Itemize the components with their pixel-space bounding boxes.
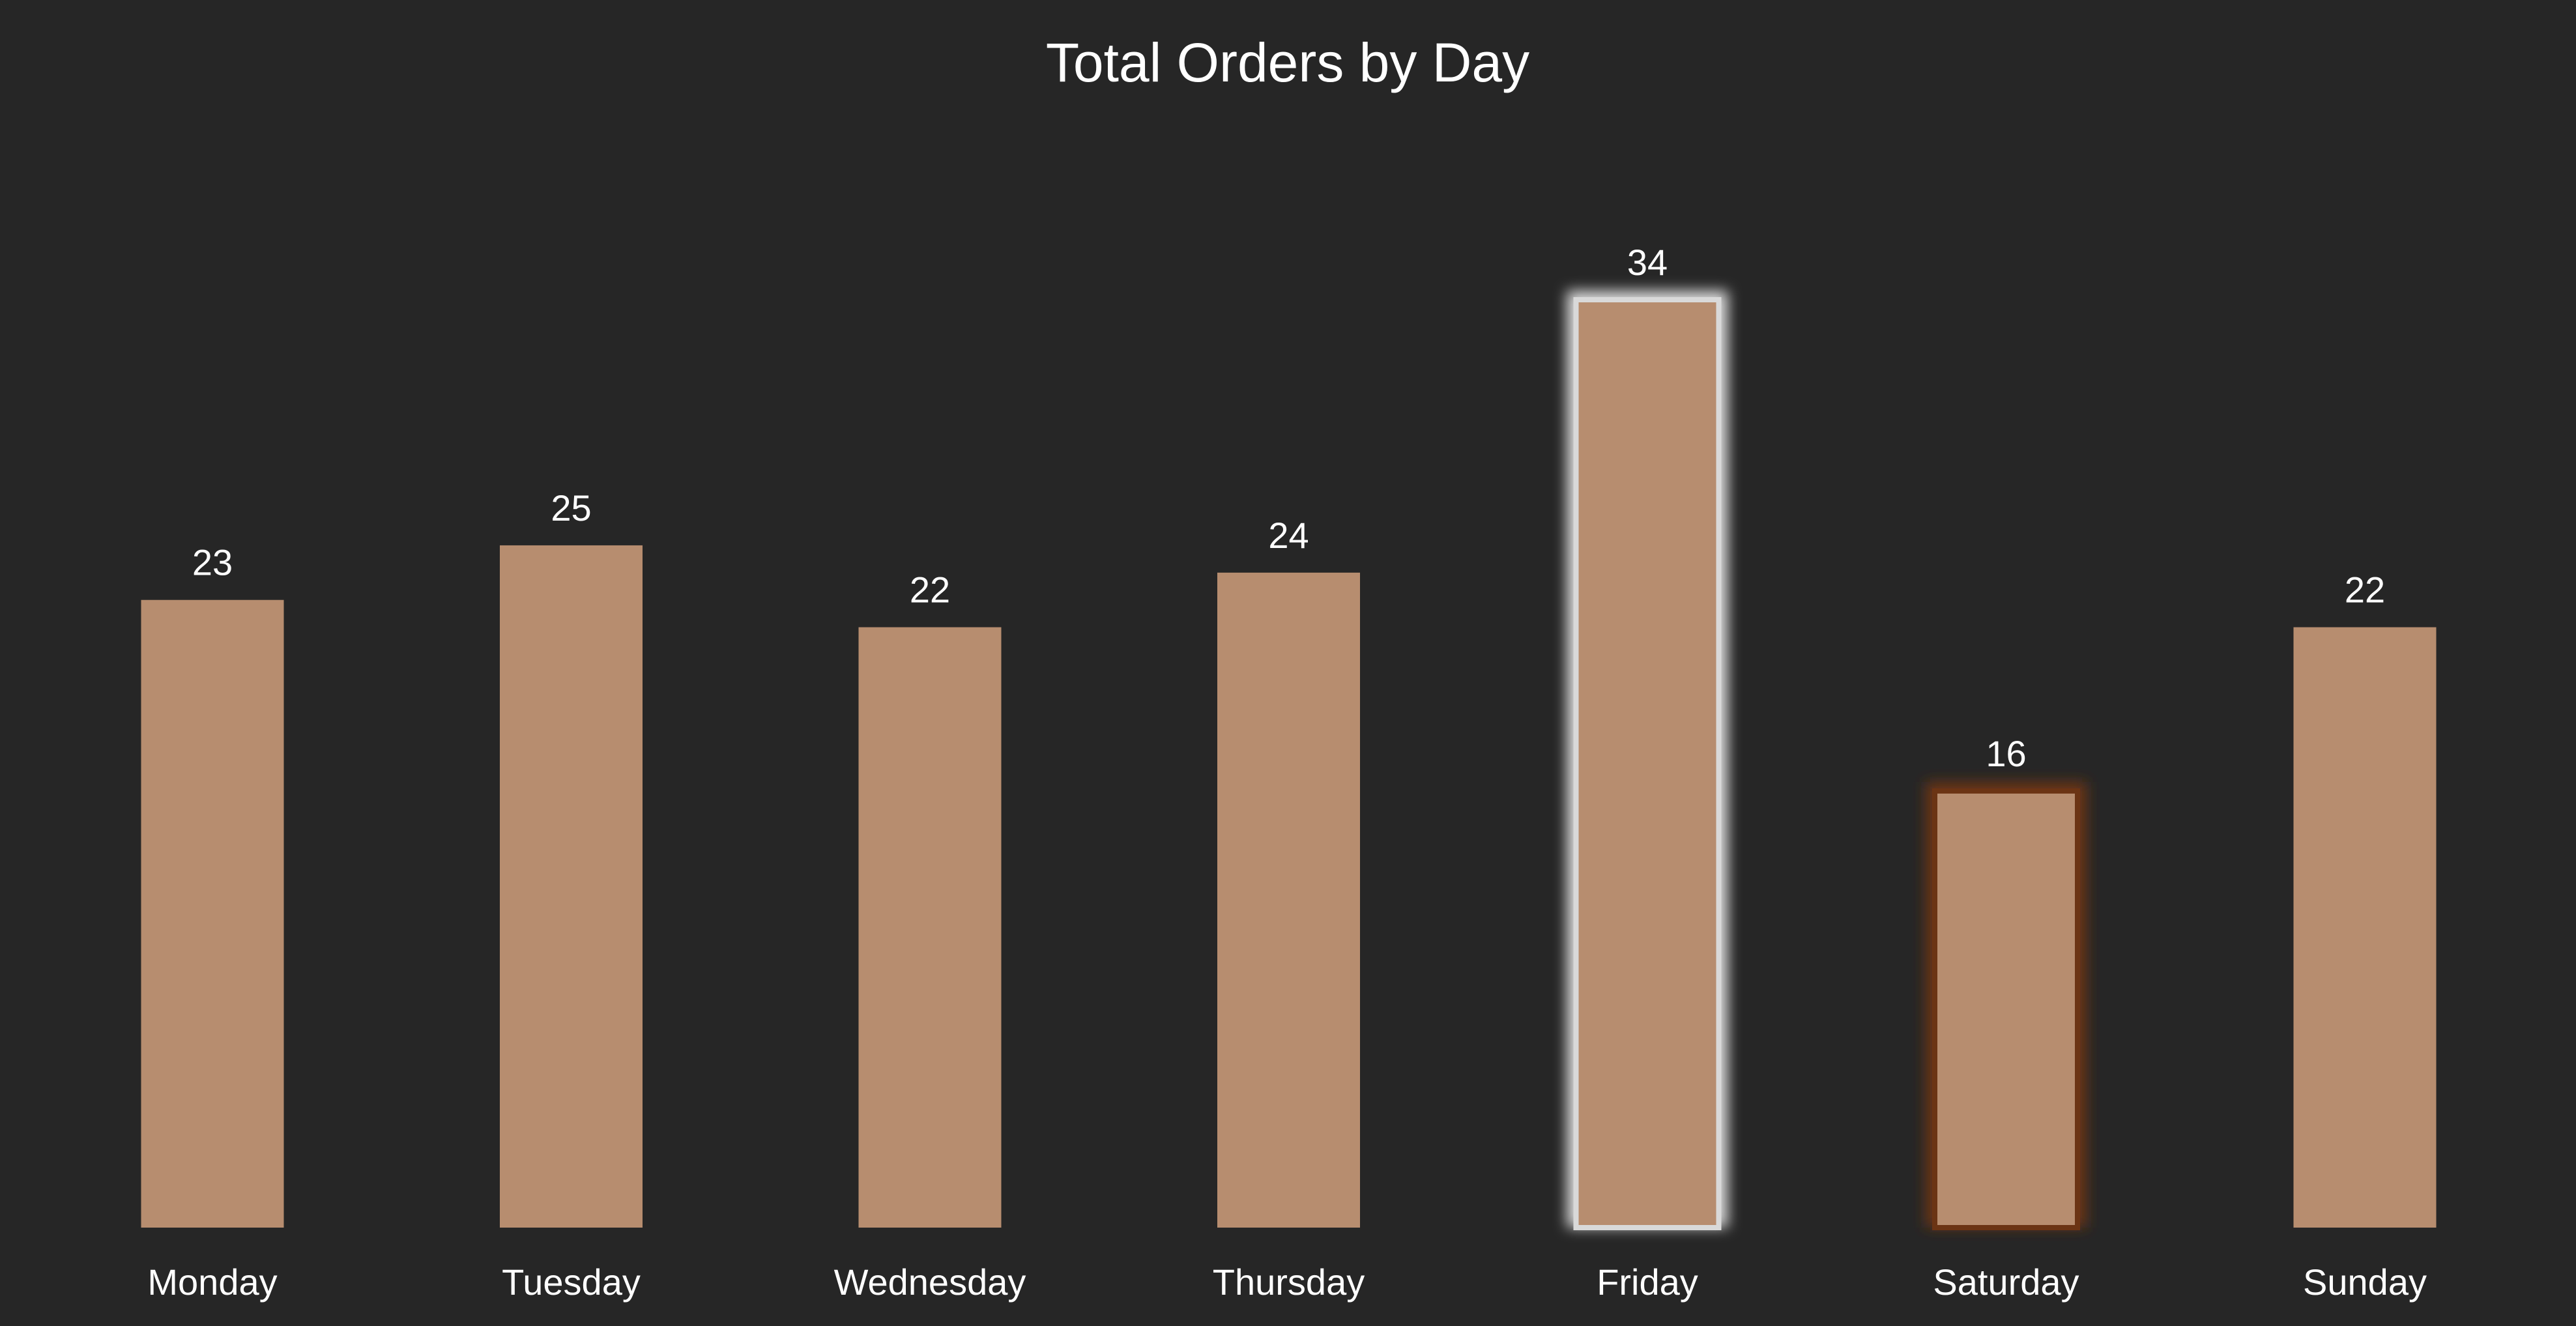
bar-saturday bbox=[1932, 788, 2080, 1230]
bar-thursday bbox=[1217, 572, 1360, 1228]
data-label-sunday: 22 bbox=[2345, 569, 2385, 611]
data-label-tuesday: 25 bbox=[551, 487, 591, 528]
bar-sunday bbox=[2293, 627, 2437, 1228]
x-tick-label-wednesday: Wednesday bbox=[834, 1261, 1026, 1303]
data-label-wednesday: 22 bbox=[910, 569, 950, 611]
data-label-friday: 34 bbox=[1627, 242, 1668, 283]
data-label-monday: 23 bbox=[192, 542, 233, 583]
chart-title: Total Orders by Day bbox=[1046, 32, 1529, 93]
x-tick-label-monday: Monday bbox=[147, 1261, 277, 1303]
x-tick-label-friday: Friday bbox=[1597, 1261, 1698, 1303]
bar-wednesday bbox=[858, 627, 1002, 1228]
x-tick-label-tuesday: Tuesday bbox=[502, 1261, 641, 1303]
bars bbox=[141, 297, 2437, 1230]
x-axis-ticks: Monday Tuesday Wednesday Thursday Friday Satu… bbox=[147, 1261, 2427, 1303]
data-label-saturday: 16 bbox=[1986, 733, 2026, 774]
data-labels: 23 25 22 24 34 16 22 bbox=[192, 242, 2385, 774]
x-tick-label-sunday: Sunday bbox=[2303, 1261, 2427, 1303]
bar-tuesday bbox=[500, 545, 643, 1228]
bar-monday bbox=[141, 599, 284, 1228]
x-tick-label-saturday: Saturday bbox=[1933, 1261, 2079, 1303]
x-tick-label-thursday: Thursday bbox=[1213, 1261, 1365, 1303]
data-label-thursday: 24 bbox=[1268, 515, 1309, 556]
bar-friday bbox=[1573, 297, 1722, 1230]
